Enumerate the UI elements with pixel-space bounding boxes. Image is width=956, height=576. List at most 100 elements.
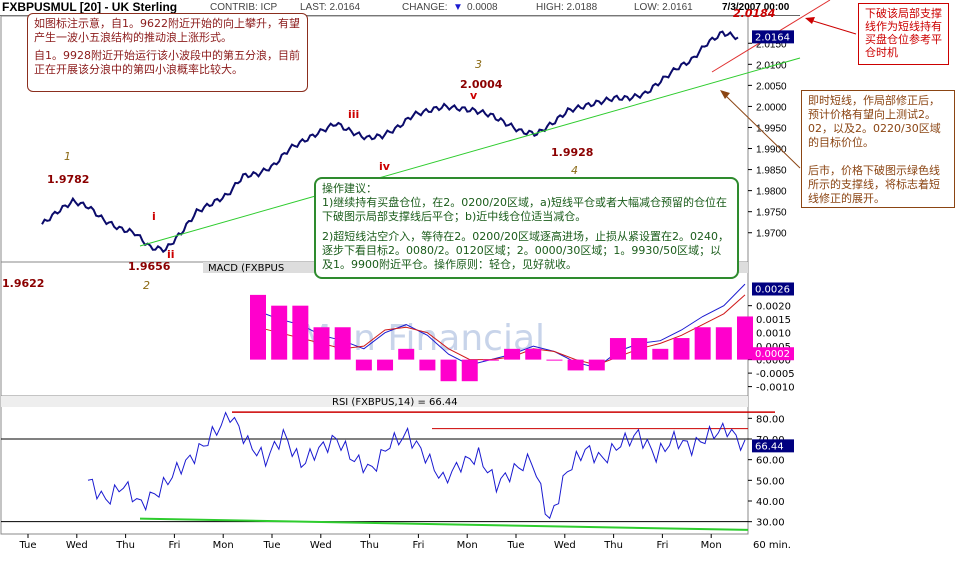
rsi-y-tick-label: 80.00 [756, 414, 785, 425]
x-axis-tick-label: Fri [168, 540, 180, 551]
macd-histogram-bar [355, 359, 372, 371]
rsi-y-tick-label: 40.00 [756, 497, 785, 508]
arrow-outlook-head [720, 90, 730, 99]
annotation-wave-analysis-p2: 自1。9928附近开始运行该小波段中的第五分浪，目前正在开展该分浪中的第四小浪概… [34, 49, 300, 76]
symbol-title: FXBPUSMUL [20] - UK Sterling [2, 0, 178, 14]
price-y-tick-label: 1.9800 [756, 187, 787, 198]
chart-header: FXBPUSMUL [20] - UK Sterling CONTRIB: IC… [0, 0, 800, 16]
macd-title: MACD (FXBPUS [208, 263, 284, 274]
macd-y-tick-label: 0.0000 [756, 356, 791, 367]
wave-label: iii [348, 108, 359, 121]
macd-histogram-bar [482, 359, 499, 361]
price-y-tick-label: 1.9750 [756, 208, 787, 219]
annotation-outlook: 即时短线，作局部修正后，预计价格有望向上测试2。02，以及2。0220/30区域… [801, 90, 955, 208]
last-label: LAST: 2.0164 [300, 2, 361, 13]
macd-histogram-bar [250, 294, 266, 360]
green-support-line [139, 57, 801, 247]
contrib-label: CONTRIB: ICP [210, 2, 278, 13]
macd-histogram-bar [673, 338, 690, 360]
advice-item-1: 1)继续持有买盘仓位，在2。0200/20区域，a)短线平仓或者大幅减仓预留的仓… [322, 196, 728, 223]
macd-hist-value-tag-label: 0.0002 [755, 349, 790, 360]
x-axis-unit: 60 min. [753, 540, 791, 551]
wave-label: ii [167, 248, 175, 261]
rsi-value-tag-label: 66.44 [755, 441, 784, 452]
wave-number: 2 [143, 279, 150, 292]
macd-value-tag-label: 0.0026 [755, 284, 790, 295]
arrow-support-break [809, 19, 857, 35]
arrow-support-break-head [805, 17, 815, 24]
x-axis-tick-label: Mon [457, 540, 478, 551]
macd-y-tick-label: -0.0005 [756, 369, 795, 380]
macd-value-tag [752, 282, 794, 296]
rsi-y-tick-label: 60.00 [756, 456, 785, 467]
rsi-line [87, 411, 746, 520]
low-label: LOW: 2.0161 [634, 2, 693, 13]
macd-histogram-bar [461, 359, 478, 382]
last-price-tag-label: 2.0164 [755, 32, 790, 43]
macd-histogram-bar [271, 305, 288, 360]
rsi-title: RSI (FXBPUS,14) = 66.44 [332, 397, 458, 408]
wave-label: iv [379, 160, 391, 173]
price-level-label: 1.9782 [47, 173, 89, 186]
macd-histogram-bar [377, 359, 394, 371]
wave-number: 3 [475, 58, 482, 71]
high-label: HIGH: 2.0188 [536, 2, 598, 13]
price-level-label: 1.9622 [2, 277, 44, 290]
macd-histogram-bar [652, 348, 669, 360]
annotation-trading-advice: 操作建议： 1)继续持有买盘仓位，在2。0200/20区域，a)短线平仓或者大幅… [314, 177, 739, 279]
price-y-tick-label: 1.9900 [756, 145, 787, 156]
change-value: 0.0008 [467, 2, 498, 13]
datetime-label: 7/3/2007 00:00 [722, 2, 790, 13]
macd-hist-value-tag [752, 347, 794, 361]
macd-y-tick-label: 0.0010 [756, 329, 791, 340]
change-down-icon: ▼ [453, 2, 463, 13]
rsi-title-bar [1, 396, 748, 407]
macd-histogram-bar [715, 327, 732, 360]
annotation-wave-analysis-p1: 如图标注示意，自1。9622附近开始的向上攀升，有望产生一波小五浪结构的推动浪上… [34, 17, 300, 44]
annotation-outlook-p2: 后市，价格下破图示绿色线所示的支撑线，将标志着短线修正的展开。 [808, 164, 940, 205]
price-y-tick-label: 1.9950 [756, 123, 787, 134]
wave-number: 4 [571, 164, 578, 177]
last-price-tag [752, 30, 794, 44]
rsi-y-tick-label: 50.00 [756, 476, 785, 487]
macd-histogram-bar [292, 305, 309, 360]
macd-y-tick-label: 0.0015 [756, 315, 791, 326]
price-y-tick-label: 2.0050 [756, 81, 787, 92]
macd-histogram-bar [694, 327, 711, 360]
rsi-y-tick-label: 30.00 [756, 518, 785, 529]
price-level-label: 1.9656 [128, 260, 171, 273]
x-axis-tick-label: Mon [213, 540, 234, 551]
x-axis-tick-label: Fri [656, 540, 668, 551]
advice-item-2: 2)超短线沽空介入，等待在2。0200/20区域逐高进场，止损从紧设置在2。02… [322, 230, 729, 271]
price-level-label: 1.9928 [551, 146, 593, 159]
rsi-green-line [139, 517, 749, 531]
x-axis-tick-label: Thu [359, 540, 379, 551]
change-label: CHANGE: [402, 2, 448, 13]
macd-histogram-bar [525, 348, 542, 360]
rsi-panel-frame [0, 395, 749, 535]
x-axis-tick-label: Fri [412, 540, 424, 551]
annotation-support-break: 下破该局部支撑线作为短线持有买盘仓位参考平仓时机 [858, 3, 949, 65]
price-y-tick-label: 1.9700 [756, 229, 787, 240]
macd-histogram-bar [419, 359, 436, 371]
x-axis-tick-label: Tue [262, 540, 280, 551]
macd-histogram-bar [588, 359, 605, 371]
macd-histogram-bar [398, 348, 415, 360]
x-axis-tick-label: Mon [701, 540, 722, 551]
price-y-tick-label: 1.9850 [756, 166, 787, 177]
annotation-outlook-p1: 即时短线，作局部修正后，预计价格有望向上测试2。02，以及2。0220/30区域… [808, 94, 941, 149]
wave-label: i [152, 210, 156, 223]
annotation-wave-analysis: 如图标注示意，自1。9622附近开始的向上攀升，有望产生一波小五浪结构的推动浪上… [27, 13, 308, 92]
macd-histogram-bar [737, 316, 753, 360]
x-axis-tick-label: Thu [115, 540, 135, 551]
price-level-label: 2.0184 [733, 7, 775, 20]
macd-histogram-bar [334, 327, 351, 360]
wave-number: 1 [64, 150, 71, 163]
x-axis-tick-label: Wed [66, 540, 88, 551]
price-level-label: 2.0004 [460, 78, 503, 91]
x-axis-tick-label: Thu [603, 540, 623, 551]
price-y-tick-label: 2.0000 [756, 102, 787, 113]
macd-histogram-bar [546, 359, 563, 361]
x-axis-tick-label: Tue [18, 540, 36, 551]
wave-label: v [470, 89, 478, 102]
